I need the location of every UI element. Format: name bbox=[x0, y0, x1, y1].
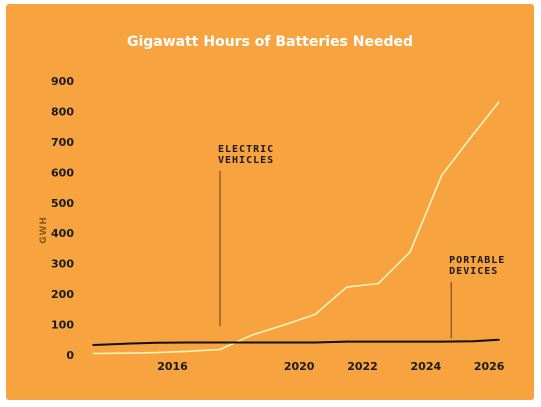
chart-title: Gigawatt Hours of Batteries Needed bbox=[127, 34, 413, 50]
y-axis-label: GWH bbox=[39, 216, 49, 244]
x-tick-label: 2020 bbox=[284, 360, 315, 373]
y-tick-label: 400 bbox=[51, 227, 74, 240]
x-tick-label: 2016 bbox=[157, 360, 188, 373]
y-tick-label: 0 bbox=[66, 349, 74, 362]
x-tick-label: 2024 bbox=[411, 360, 442, 373]
chart-card bbox=[6, 4, 534, 400]
y-tick-label: 100 bbox=[51, 319, 74, 332]
annotation-label: DEVICES bbox=[449, 266, 498, 277]
series-line-portable-devices bbox=[92, 338, 500, 346]
y-tick-label: 800 bbox=[51, 105, 74, 118]
series-line-electric-vehicles bbox=[92, 101, 500, 355]
x-tick-label: 2022 bbox=[347, 360, 378, 373]
y-tick-label: 700 bbox=[51, 136, 74, 149]
y-tick-label: 900 bbox=[51, 75, 74, 88]
annotation-label: ELECTRIC bbox=[218, 144, 274, 155]
y-tick-label: 500 bbox=[51, 197, 74, 210]
x-tick-label: 2026 bbox=[474, 360, 505, 373]
y-tick-label: 600 bbox=[51, 166, 74, 179]
y-tick-label: 200 bbox=[51, 288, 74, 301]
annotation-label: PORTABLE bbox=[449, 255, 505, 266]
y-tick-label: 300 bbox=[51, 258, 74, 271]
annotation-label: VEHICLES bbox=[218, 155, 274, 166]
